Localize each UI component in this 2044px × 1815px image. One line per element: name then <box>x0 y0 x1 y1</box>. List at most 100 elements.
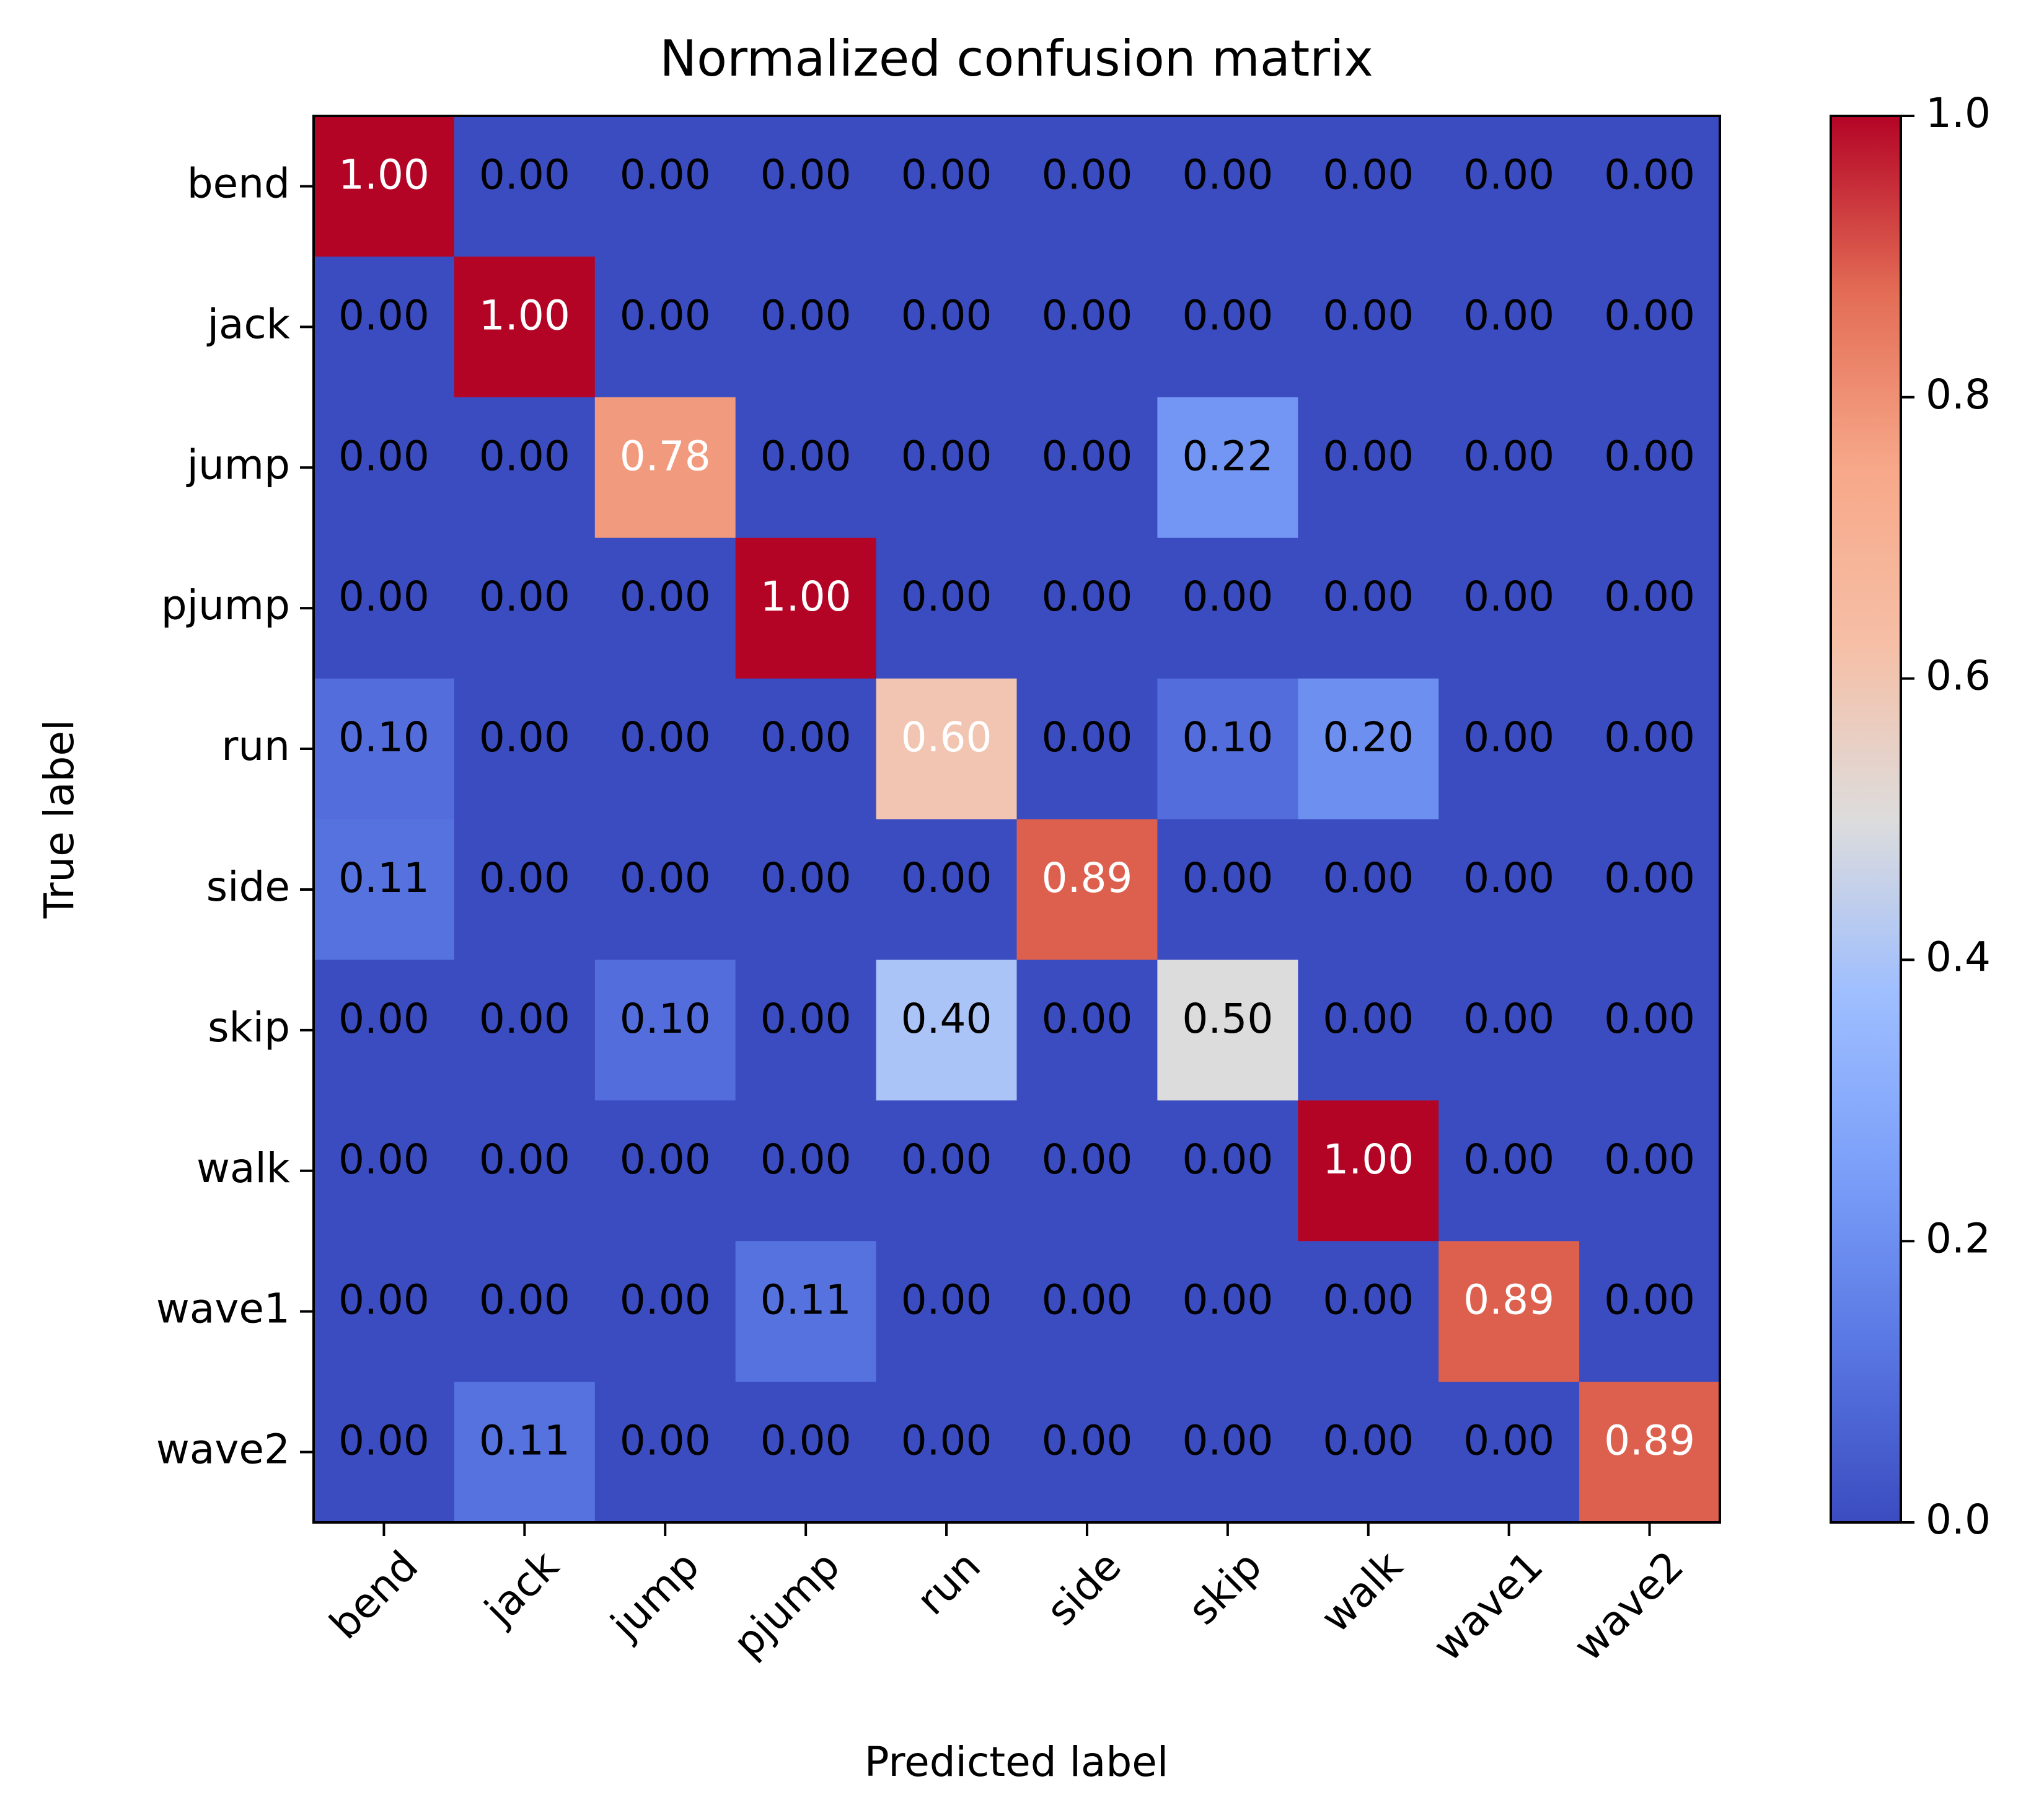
cell-value-label: 0.00 <box>901 291 992 339</box>
cell-value-label: 0.00 <box>1463 1417 1554 1465</box>
cell-value-label: 0.00 <box>1604 995 1695 1043</box>
heatmap-cell <box>1157 678 1298 820</box>
heatmap-cell <box>454 960 596 1101</box>
heatmap-cell <box>454 256 596 398</box>
heatmap-cell <box>876 1382 1018 1523</box>
colorbar-tick-label: 0.8 <box>1926 371 1991 418</box>
heatmap-cell <box>1157 819 1298 960</box>
cell-value-label: 0.00 <box>1041 291 1132 339</box>
cell-value-label: 0.00 <box>1604 151 1695 199</box>
heatmap-cell <box>314 256 455 398</box>
heatmap-cell <box>454 537 596 679</box>
cell-value-label: 0.11 <box>479 1417 570 1465</box>
heatmap-cell <box>735 819 877 960</box>
heatmap-cell <box>876 116 1018 257</box>
cell-value-label: 0.40 <box>901 995 992 1043</box>
heatmap-cell <box>735 397 877 539</box>
y-tick-label: bend <box>187 160 290 208</box>
cell-value-label: 0.00 <box>1041 573 1132 620</box>
heatmap-cell <box>594 1100 736 1242</box>
cell-value-label: 0.00 <box>760 1136 852 1183</box>
cell-value-label: 0.00 <box>1182 1136 1273 1183</box>
heatmap-cell <box>314 1382 455 1523</box>
cell-value-label: 0.00 <box>1323 854 1414 902</box>
y-axis-label: True label <box>35 720 83 919</box>
heatmap-cell <box>594 537 736 679</box>
cell-value-label: 0.00 <box>338 1417 430 1465</box>
y-tick-label: wave2 <box>156 1426 290 1473</box>
heatmap-cell <box>454 1241 596 1382</box>
heatmap-cell <box>1298 960 1439 1101</box>
cell-value-label: 0.00 <box>901 854 992 902</box>
heatmap-cell <box>1016 256 1158 398</box>
chart-title: Normalized confusion matrix <box>659 30 1373 87</box>
cell-value-label: 0.00 <box>620 713 711 761</box>
heatmap-cell <box>454 678 596 820</box>
y-tick-label: side <box>206 863 290 911</box>
heatmap-cell <box>1579 537 1720 679</box>
heatmap-cell <box>454 397 596 539</box>
cell-value-label: 0.00 <box>1463 151 1554 199</box>
heatmap-cell <box>876 819 1018 960</box>
cell-value-label: 0.00 <box>620 573 711 620</box>
cell-value-label: 0.00 <box>479 713 570 761</box>
cell-value-label: 0.10 <box>1182 713 1273 761</box>
heatmap-cell <box>314 397 455 539</box>
cell-value-label: 0.00 <box>1323 291 1414 339</box>
cell-value-label: 0.00 <box>760 291 852 339</box>
cell-value-label: 0.00 <box>1463 854 1554 902</box>
heatmap-cell <box>314 960 455 1101</box>
cell-value-label: 0.00 <box>479 151 570 199</box>
heatmap-cell <box>314 116 455 257</box>
cell-value-label: 0.00 <box>620 1136 711 1183</box>
cell-value-label: 0.00 <box>1463 995 1554 1043</box>
heatmap-cell <box>594 960 736 1101</box>
heatmap-cell <box>1438 819 1580 960</box>
x-axis-label: Predicted label <box>865 1738 1168 1786</box>
colorbar-tick-label: 0.4 <box>1926 933 1991 981</box>
cell-value-label: 0.00 <box>1041 1136 1132 1183</box>
cell-value-label: 0.00 <box>1463 291 1554 339</box>
heatmap-cell <box>735 537 877 679</box>
heatmap-cell <box>735 116 877 257</box>
cell-value-label: 0.00 <box>1182 854 1273 902</box>
heatmap-cell <box>1157 1100 1298 1242</box>
cell-value-label: 0.00 <box>1182 1417 1273 1465</box>
y-tick-label: run <box>221 722 290 770</box>
cell-value-label: 0.00 <box>620 854 711 902</box>
heatmap-cell <box>314 819 455 960</box>
heatmap-cell <box>1438 1241 1580 1382</box>
heatmap-cell <box>594 1382 736 1523</box>
heatmap-cell <box>1579 819 1720 960</box>
heatmap-cell <box>1016 1241 1158 1382</box>
heatmap-cell <box>594 819 736 960</box>
heatmap-cell <box>1579 397 1720 539</box>
heatmap-cell <box>454 116 596 257</box>
cell-value-label: 0.00 <box>1463 713 1554 761</box>
heatmap-cell <box>1298 819 1439 960</box>
cell-value-label: 0.78 <box>620 432 711 480</box>
heatmap-cell <box>1016 116 1158 257</box>
heatmap-cell <box>735 678 877 820</box>
cell-value-label: 0.00 <box>1323 1276 1414 1324</box>
cell-value-label: 0.00 <box>1182 291 1273 339</box>
heatmap-cell <box>314 1100 455 1242</box>
cell-value-label: 0.00 <box>479 995 570 1043</box>
cell-value-label: 0.00 <box>338 291 430 339</box>
heatmap-cell <box>1438 960 1580 1101</box>
cell-value-label: 0.00 <box>1463 1136 1554 1183</box>
cell-value-label: 0.89 <box>1463 1276 1554 1324</box>
cell-value-label: 0.89 <box>1604 1417 1695 1465</box>
cell-value-label: 0.00 <box>338 573 430 620</box>
cell-value-label: 0.00 <box>1604 1136 1695 1183</box>
heatmap-cell <box>1579 256 1720 398</box>
heatmap-cell <box>1016 397 1158 539</box>
heatmap-cells <box>314 116 1720 1523</box>
cell-value-labels: 1.00 0.00 0.00 0.00 0.00 0.00 0.00 0.00 0.00 0.00… <box>338 151 1695 1465</box>
heatmap-cell <box>876 678 1018 820</box>
cell-value-label: 0.00 <box>901 1276 992 1324</box>
heatmap-cell <box>1157 537 1298 679</box>
heatmap-cell <box>735 1382 877 1523</box>
heatmap-cell <box>1157 116 1298 257</box>
